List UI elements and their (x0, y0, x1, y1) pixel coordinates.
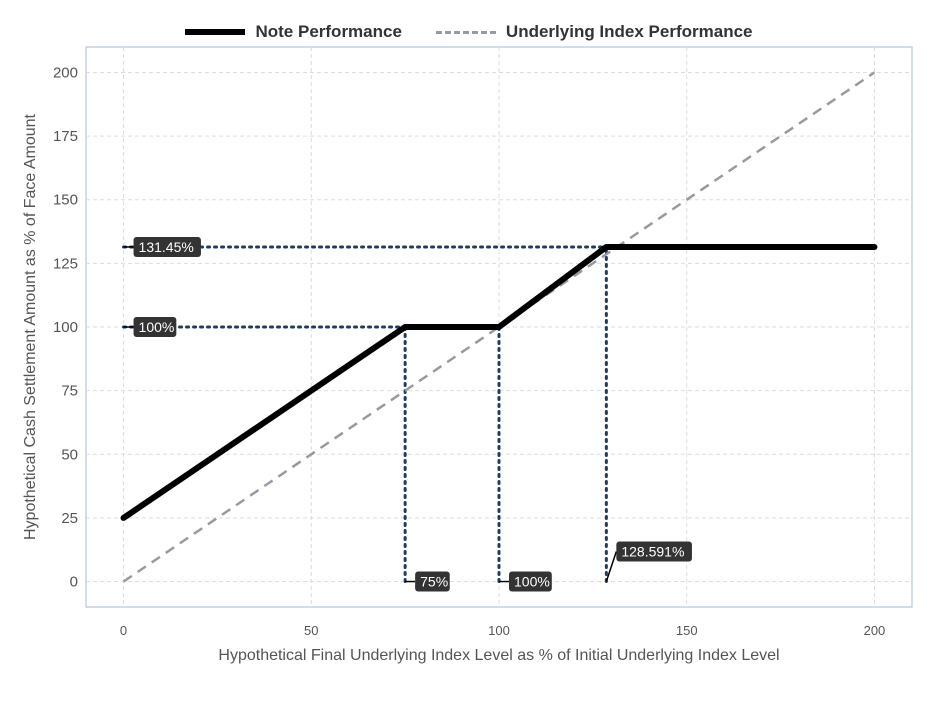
y-axis-label: Hypothetical Cash Settlement Amount as %… (22, 113, 39, 540)
annotation-label: 131.45% (133, 236, 201, 257)
annotation-text: 75% (420, 574, 448, 590)
y-tick-label: 175 (53, 128, 78, 145)
y-tick-label: 100 (53, 319, 78, 336)
x-tick-label: 0 (120, 623, 127, 638)
annotation-box (616, 541, 692, 562)
legend: Note Performance Underlying Index Perfor… (0, 20, 938, 44)
annotation-box (509, 571, 552, 592)
annotation-text: 100% (514, 574, 550, 590)
y-tick-label: 200 (53, 64, 78, 81)
annotation-box (133, 236, 201, 257)
annotation-label: 75% (415, 571, 450, 592)
series-line-underlying-index (122, 71, 876, 583)
y-tick-label: 125 (53, 255, 78, 272)
y-tick-label: 50 (61, 446, 78, 463)
annotation-text: 100% (139, 319, 175, 335)
x-tick-label: 50 (304, 623, 318, 638)
y-tick-label: 25 (61, 510, 78, 527)
annotation-leader (605, 551, 618, 582)
legend-label-index: Underlying Index Performance (505, 22, 753, 41)
y-tick-label: 75 (61, 383, 78, 400)
y-tick-label: 150 (53, 192, 78, 209)
legend-label-note: Note Performance (255, 22, 402, 41)
legend-entry-note: Note Performance (185, 22, 402, 42)
annotation-label: 100% (509, 571, 552, 592)
legend-swatch-index (435, 30, 496, 34)
annotation-label: 128.591% (616, 541, 692, 562)
legend-swatch-note (185, 29, 246, 35)
y-tick-label: 0 (70, 574, 78, 591)
x-tick-label: 150 (676, 623, 698, 638)
annotation-box (133, 317, 177, 337)
x-tick-label: 200 (864, 623, 886, 638)
annotation-text: 128.591% (621, 544, 684, 560)
x-tick-label: 100 (488, 623, 510, 638)
x-axis-label: Hypothetical Final Underlying Index Leve… (218, 647, 779, 664)
legend-entry-index: Underlying Index Performance (435, 22, 753, 42)
annotation-box (415, 571, 450, 592)
annotation-text: 131.45% (139, 239, 194, 255)
annotation-label: 100% (133, 317, 177, 337)
series-line-note (120, 243, 878, 521)
